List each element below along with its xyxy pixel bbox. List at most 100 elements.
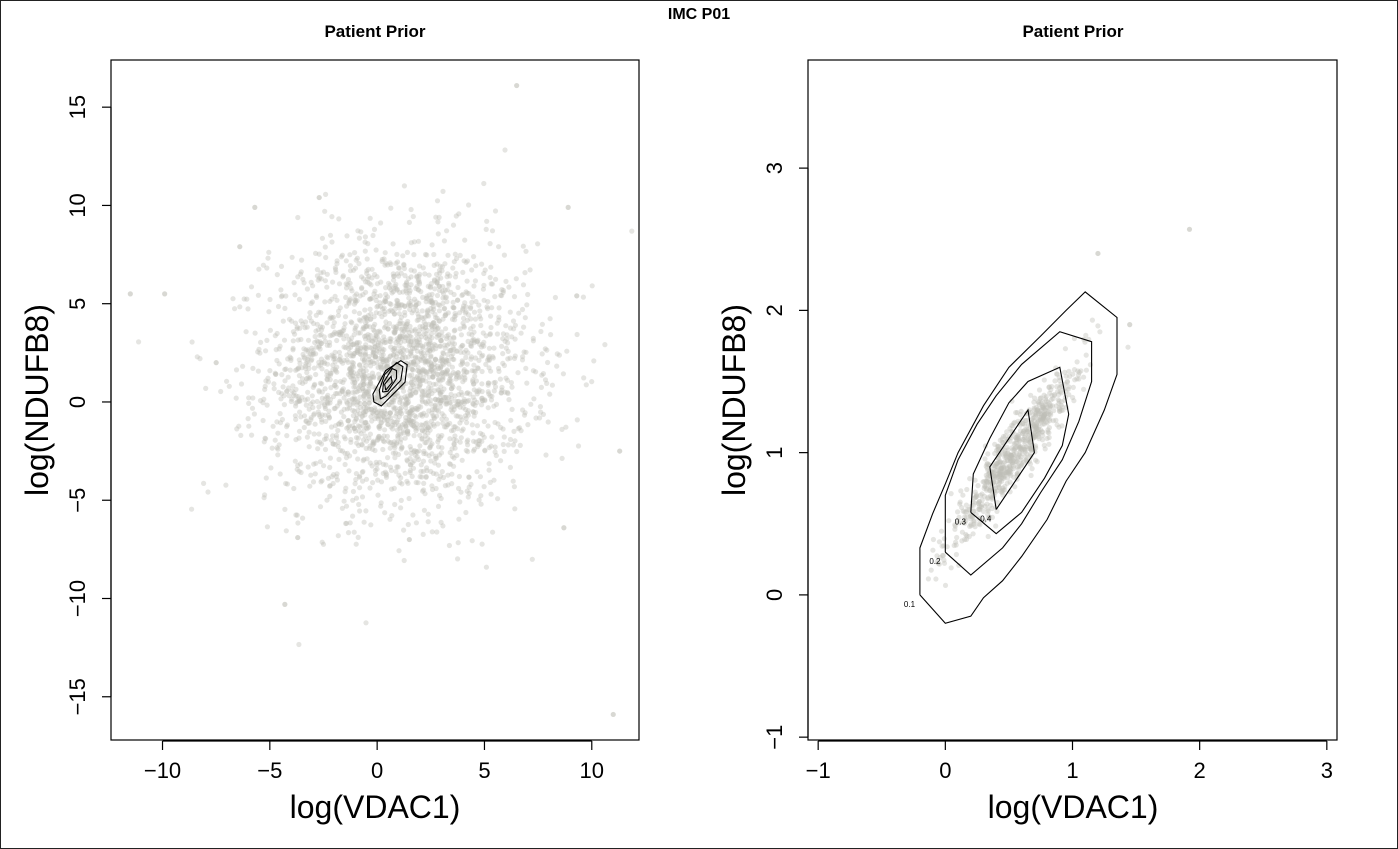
left-scatter-point bbox=[421, 319, 427, 325]
left-scatter-point bbox=[370, 327, 376, 333]
left-scatter-point bbox=[376, 433, 382, 439]
right-scatter-point bbox=[1046, 425, 1052, 431]
left-scatter-point bbox=[413, 380, 419, 386]
left-scatter-point bbox=[360, 468, 366, 475]
left-scatter-point bbox=[277, 420, 284, 426]
left-scatter-point bbox=[422, 388, 428, 394]
left-panel-title: Patient Prior bbox=[324, 22, 425, 41]
left-scatter-point bbox=[314, 273, 320, 279]
right-scatter-point bbox=[1039, 437, 1046, 443]
left-scatter-point bbox=[368, 363, 374, 369]
right-scatter-point bbox=[979, 501, 985, 507]
left-scatter-point bbox=[452, 310, 458, 317]
left-scatter-point bbox=[435, 302, 441, 308]
left-scatter-point bbox=[388, 439, 394, 446]
left-scatter-point bbox=[326, 408, 332, 414]
left-scatter-point bbox=[317, 332, 323, 338]
left-scatter-point bbox=[420, 366, 426, 372]
left-scatter-point bbox=[284, 422, 290, 428]
left-scatter-point bbox=[548, 332, 554, 338]
left-scatter-point bbox=[520, 407, 526, 413]
right-scatter-point bbox=[1054, 422, 1060, 428]
right-scatter-point bbox=[1010, 423, 1016, 429]
left-scatter-point bbox=[405, 396, 411, 402]
left-scatter-point bbox=[459, 358, 465, 364]
left-scatter-point bbox=[360, 379, 366, 385]
left-scatter-point bbox=[450, 384, 456, 390]
left-scatter-point bbox=[401, 527, 407, 533]
right-panel: Patient Prior 0.10.20.3 0.4 −1 0 1 2 3 −10123… bbox=[716, 22, 1338, 825]
left-scatter-point bbox=[414, 449, 420, 455]
left-scatter-point bbox=[345, 389, 351, 395]
left-scatter-point bbox=[337, 400, 343, 406]
right-scatter-point bbox=[1025, 428, 1031, 434]
left-scatter-point bbox=[293, 367, 299, 373]
right-scatter-point bbox=[1043, 394, 1049, 400]
left-scatter-point bbox=[458, 400, 464, 406]
right-scatter-point bbox=[1003, 452, 1009, 458]
right-scatter-point bbox=[971, 518, 977, 524]
right-scatter-point bbox=[966, 533, 972, 540]
left-scatter-point bbox=[423, 474, 429, 480]
left-scatter-point bbox=[366, 353, 372, 360]
right-scatter-point bbox=[1021, 446, 1027, 452]
left-scatter-point bbox=[316, 194, 322, 201]
left-scatter-point bbox=[279, 391, 285, 397]
left-scatter-point bbox=[357, 351, 363, 357]
right-scatter-point bbox=[1035, 407, 1041, 413]
left-scatter-point bbox=[343, 285, 350, 291]
left-scatter-point bbox=[277, 343, 283, 349]
right-scatter-point bbox=[1016, 443, 1022, 449]
left-scatter-point bbox=[520, 354, 526, 360]
left-scatter-point bbox=[316, 404, 322, 410]
left-points-layer bbox=[127, 82, 635, 718]
left-scatter-point bbox=[415, 286, 421, 293]
left-scatter-point bbox=[353, 476, 359, 483]
left-scatter-point bbox=[346, 350, 353, 356]
left-scatter-point bbox=[302, 355, 308, 361]
left-scatter-point bbox=[346, 405, 352, 411]
left-scatter-point bbox=[226, 383, 232, 389]
right-scatter-point bbox=[959, 505, 965, 511]
left-scatter-point bbox=[363, 408, 369, 414]
left-scatter-point bbox=[390, 324, 397, 330]
left-scatter-point bbox=[486, 391, 492, 397]
left-scatter-point bbox=[423, 369, 429, 375]
left-scatter-point bbox=[339, 448, 345, 454]
left-scatter-point bbox=[408, 348, 414, 354]
left-scatter-point bbox=[331, 406, 337, 412]
left-scatter-point bbox=[481, 282, 487, 288]
right-scatter-point bbox=[1007, 454, 1013, 460]
right-scatter-point bbox=[951, 542, 957, 549]
right-scatter-point bbox=[998, 469, 1004, 475]
left-scatter-point bbox=[337, 398, 343, 404]
left-scatter-point bbox=[262, 386, 268, 393]
left-scatter-point bbox=[423, 371, 429, 377]
left-scatter-point bbox=[391, 485, 397, 491]
left-scatter-point bbox=[470, 394, 476, 400]
left-scatter-point bbox=[353, 495, 360, 501]
left-scatter-point bbox=[325, 412, 331, 418]
left-scatter-point bbox=[422, 399, 429, 405]
left-scatter-point bbox=[422, 271, 428, 277]
left-scatter-point bbox=[498, 458, 504, 464]
left-scatter-point bbox=[410, 465, 417, 471]
right-scatter-point bbox=[1038, 400, 1044, 406]
left-scatter-point bbox=[398, 270, 404, 276]
left-scatter-point bbox=[362, 433, 368, 439]
left-scatter-point bbox=[469, 337, 475, 344]
left-scatter-point bbox=[404, 290, 410, 296]
left-scatter-point bbox=[371, 314, 377, 320]
left-scatter-point bbox=[470, 323, 476, 329]
left-scatter-point bbox=[310, 351, 316, 357]
left-scatter-point bbox=[358, 352, 364, 358]
right-scatter-point bbox=[1008, 458, 1014, 464]
left-scatter-point bbox=[431, 306, 437, 312]
right-scatter-point bbox=[958, 488, 964, 494]
left-scatter-point bbox=[432, 405, 438, 411]
right-scatter-point bbox=[1028, 409, 1034, 415]
left-scatter-point bbox=[384, 358, 390, 364]
left-scatter-point bbox=[462, 310, 468, 316]
left-scatter-point bbox=[409, 328, 415, 334]
left-scatter-point bbox=[331, 382, 338, 388]
